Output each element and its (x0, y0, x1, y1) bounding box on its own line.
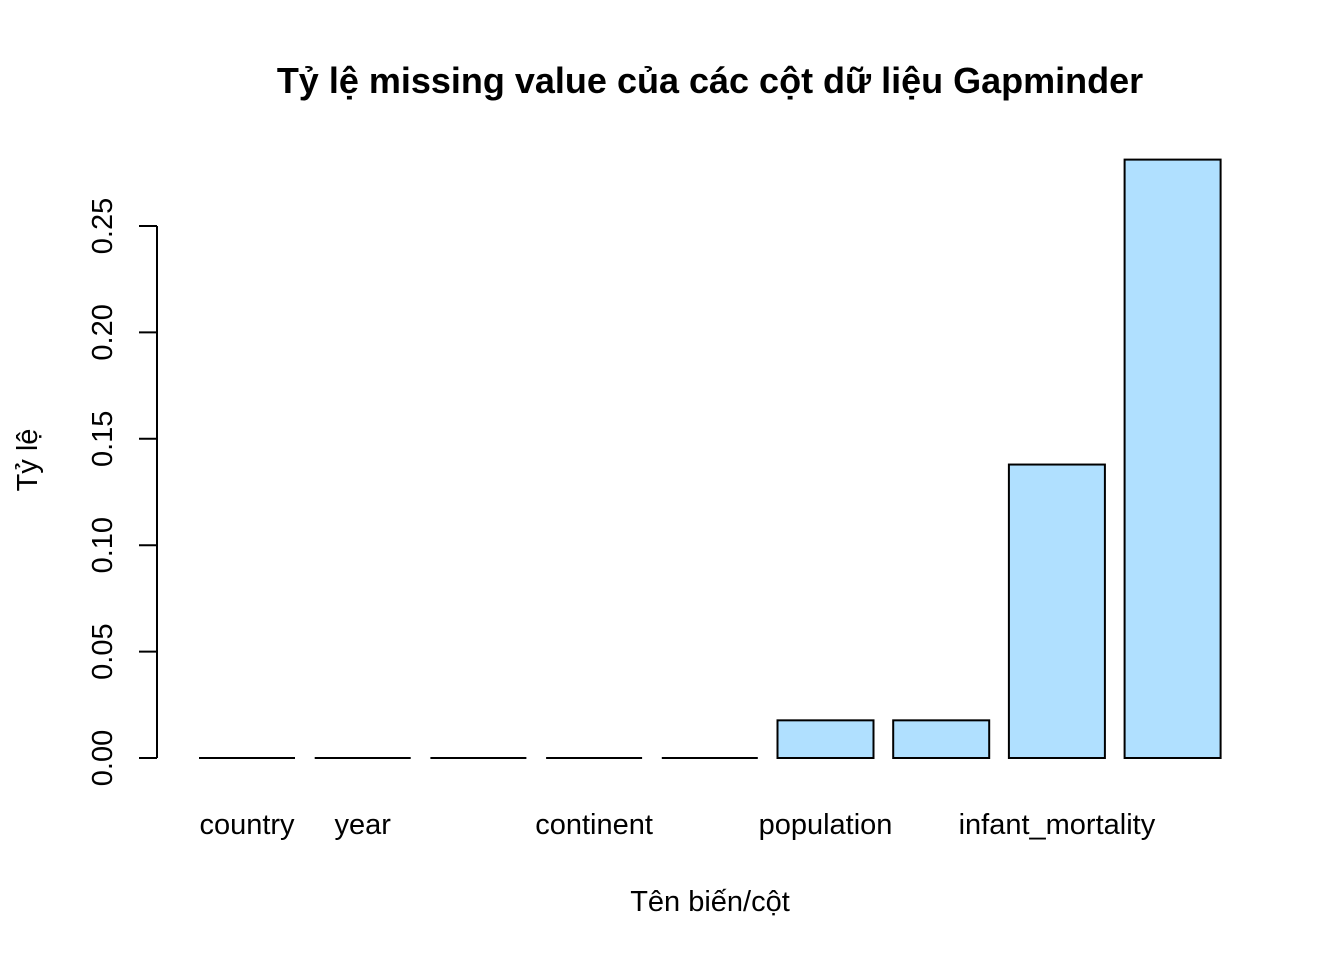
bar-8 (1123, 158, 1222, 760)
y-axis-label: Tỷ lệ (12, 429, 44, 492)
x-tick-label-0: country (199, 809, 295, 841)
y-tick-label-5: 0.25 (87, 198, 119, 254)
y-tick-label-3: 0.15 (87, 411, 119, 467)
y-axis: 0.00 0.05 0.10 0.15 0.20 0.25 (87, 198, 158, 786)
x-tick-label-7: infant_mortality (959, 809, 1156, 841)
bars-group (199, 158, 1222, 760)
bar-6 (892, 719, 991, 760)
x-tick-label-1: year (334, 809, 391, 841)
y-tick-label-4: 0.20 (87, 304, 119, 360)
bar-7 (1007, 463, 1106, 759)
y-tick-label-2: 0.10 (87, 517, 119, 573)
x-tick-labels: country year continent population infant_mor… (199, 809, 1155, 841)
chart-title: Tỷ lệ missing value của các cột dữ liệu … (277, 60, 1143, 101)
x-axis-label: Tên biến/cột (630, 886, 790, 918)
x-tick-label-5: population (759, 809, 893, 841)
x-tick-label-3: continent (535, 809, 653, 841)
bar-5 (776, 719, 875, 760)
y-tick-label-0: 0.00 (87, 730, 119, 786)
y-tick-label-1: 0.05 (87, 623, 119, 679)
